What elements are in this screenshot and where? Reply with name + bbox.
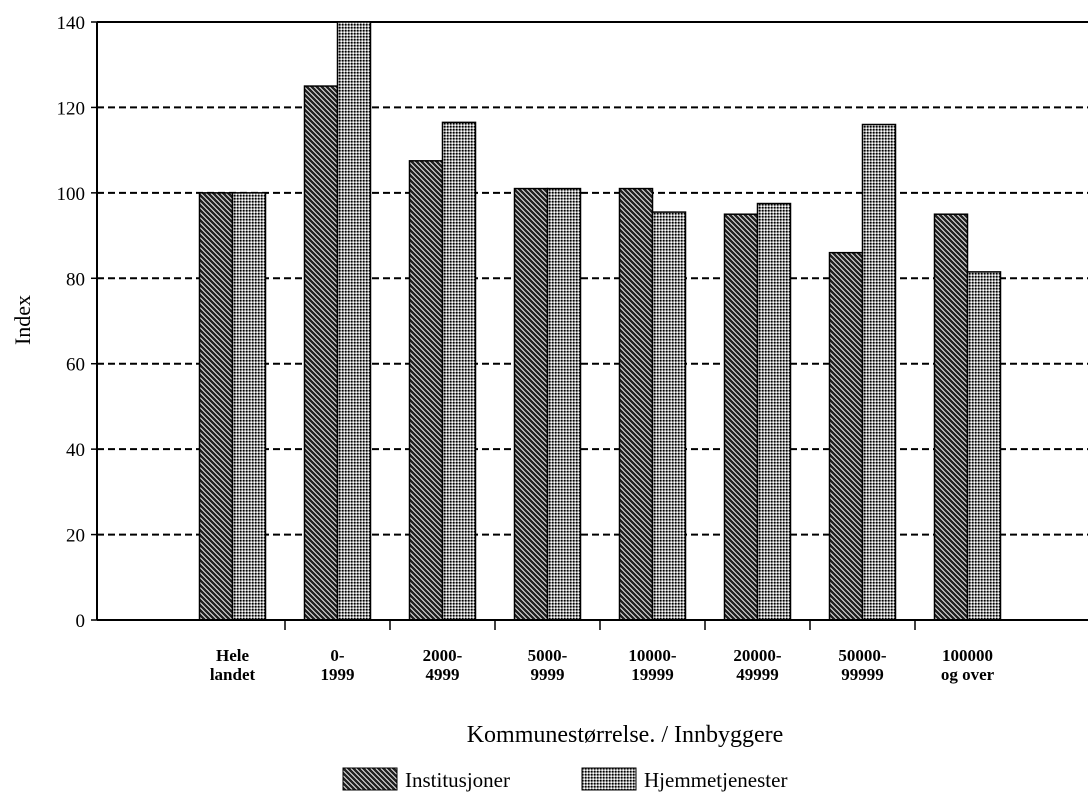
x-tick-label: 20000- 49999 (733, 646, 782, 684)
y-axis-label: Index (10, 295, 35, 345)
x-tick-label: 5000- 9999 (527, 646, 568, 684)
bar (336, 21, 372, 621)
y-tick-label: 120 (57, 98, 86, 119)
x-tick-label: 50000- 99999 (838, 646, 887, 684)
bar (303, 85, 339, 621)
bar (651, 211, 687, 621)
x-tick-label: 2000- 4999 (422, 646, 463, 684)
bar (723, 213, 759, 621)
bar (756, 202, 792, 621)
bar (198, 192, 234, 621)
y-tick-label: 0 (76, 611, 86, 632)
x-tick-label: 100000 og over (940, 646, 995, 684)
x-axis-label: Kommunestørrelse. / Innbyggere (467, 722, 784, 748)
bar (828, 251, 864, 621)
bar (441, 121, 477, 621)
y-tick-label: 100 (57, 184, 86, 205)
bar (933, 213, 969, 621)
y-tick-label: 80 (66, 269, 85, 290)
legend-swatch (342, 767, 398, 791)
bar (408, 160, 444, 621)
y-tick-label: 20 (66, 526, 85, 547)
legend-label: Institusjoner (405, 768, 510, 792)
bar (546, 187, 582, 621)
x-tick-label: 0- 1999 (320, 646, 355, 684)
bar (513, 187, 549, 621)
bar (231, 192, 267, 621)
y-tick-label: 40 (66, 440, 85, 461)
x-tick-label: Hele landet (209, 646, 256, 684)
bar (966, 271, 1002, 621)
bar (861, 123, 897, 621)
y-tick-label: 60 (66, 355, 85, 376)
legend-swatch (581, 767, 637, 791)
x-tick-label: 10000- 19999 (628, 646, 677, 684)
y-tick-label: 140 (57, 13, 86, 34)
legend-label: Hjemmetjenester (644, 768, 787, 792)
bar (618, 187, 654, 621)
